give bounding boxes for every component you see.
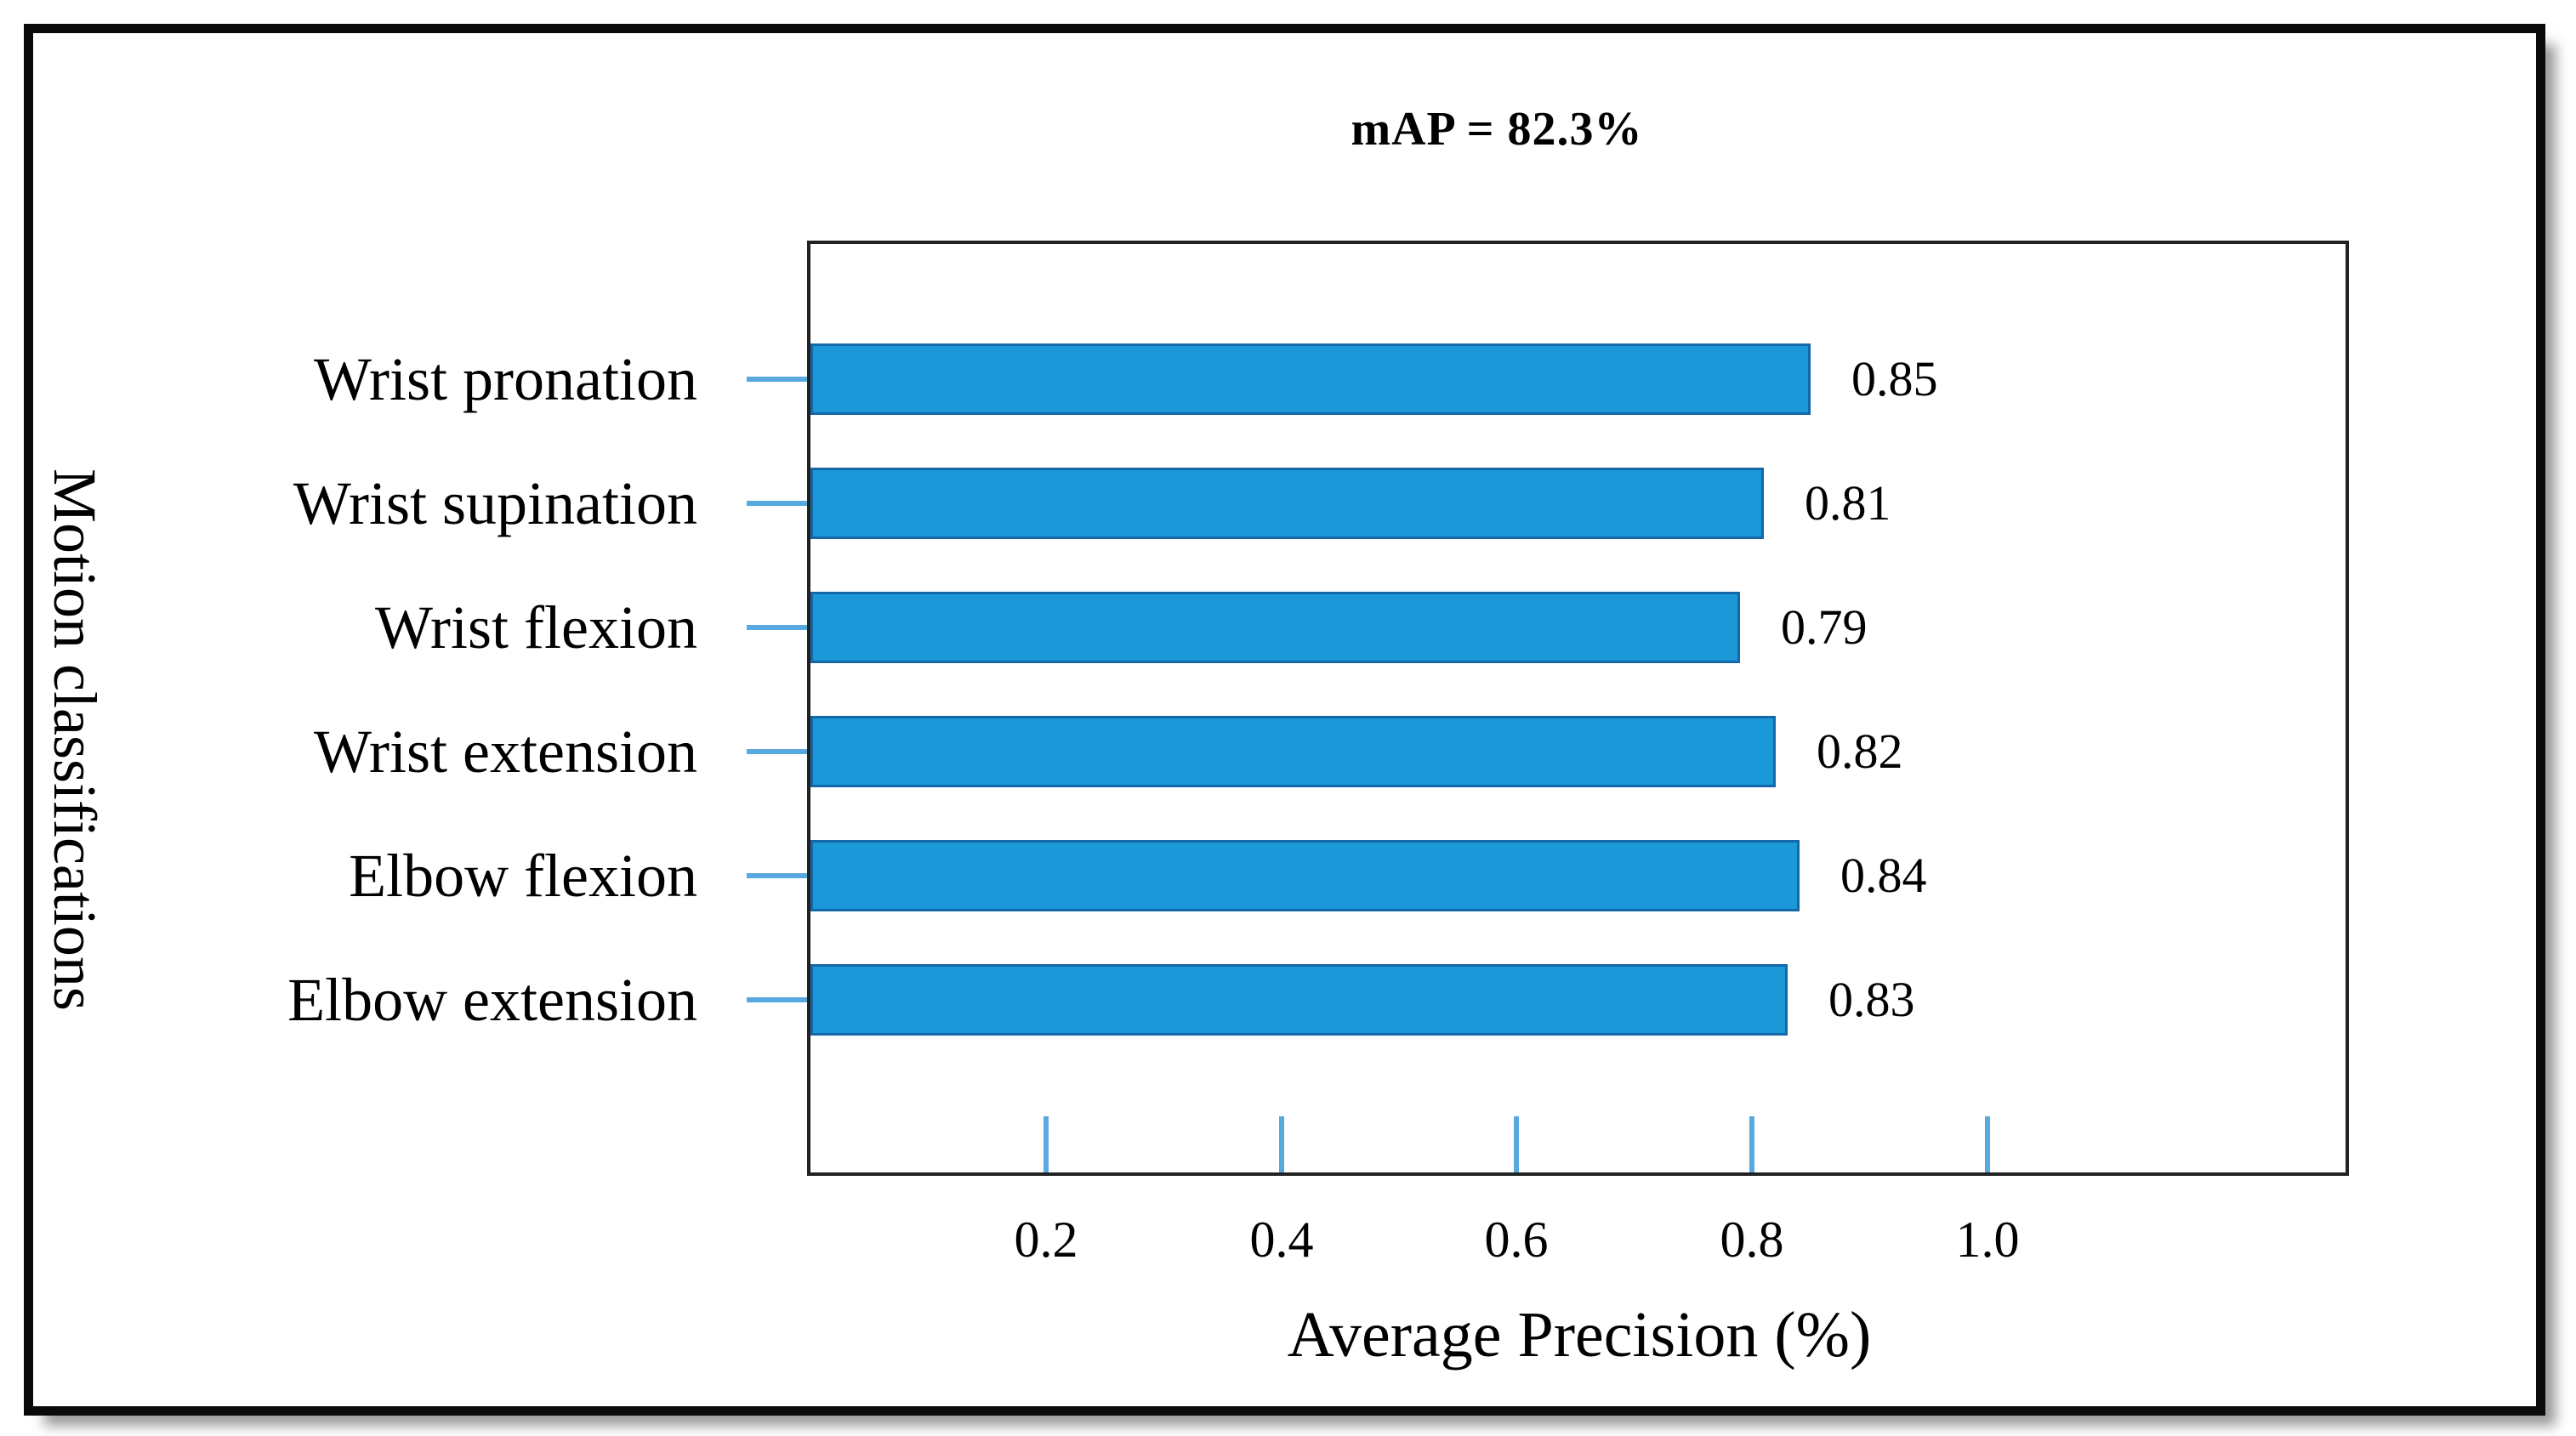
bar-value-label: 0.79: [1781, 599, 1868, 655]
bar-row: 0.83: [810, 964, 1915, 1036]
x-tick-label: 0.4: [1249, 1212, 1314, 1268]
x-tick-mark: [1749, 1116, 1754, 1172]
category-label-wrist-flexion: Wrist flexion: [374, 593, 697, 661]
x-tick-label: 0.2: [1014, 1212, 1078, 1268]
x-tick-label: 0.6: [1484, 1212, 1549, 1268]
category-label-wrist-extension: Wrist extension: [313, 718, 697, 786]
bar-value-label: 0.82: [1817, 724, 1903, 779]
y-tick-mark: [747, 997, 807, 1002]
bar-row: 0.85: [810, 343, 1938, 415]
category-label-elbow-flexion: Elbow flexion: [349, 842, 697, 910]
x-tick-mark: [1985, 1116, 1990, 1172]
bar-elbow-extension: [810, 964, 1788, 1036]
bar-row: 0.79: [810, 592, 1868, 663]
bar-value-label: 0.81: [1805, 475, 1891, 531]
chart-title: mAP = 82.3%: [1351, 103, 1643, 156]
bar-row: 0.82: [810, 716, 1903, 787]
figure-border: [24, 24, 2545, 1416]
y-tick-mark: [747, 749, 807, 754]
bar-row: 0.84: [810, 840, 1927, 911]
bar-elbow-flexion: [810, 840, 1800, 911]
x-tick-label: 1.0: [1955, 1212, 2020, 1268]
x-axis-label: Average Precision (%): [1287, 1299, 1872, 1371]
x-tick-label: 0.8: [1720, 1212, 1784, 1268]
y-axis-label: Motion classifications: [41, 468, 110, 1011]
x-tick-mark: [1043, 1116, 1049, 1172]
y-tick-mark: [747, 873, 807, 878]
category-label-wrist-pronation: Wrist pronation: [313, 345, 697, 413]
bar-wrist-supination: [810, 468, 1764, 539]
bar-row: 0.81: [810, 468, 1891, 539]
category-label-elbow-extension: Elbow extension: [287, 966, 697, 1034]
x-tick-mark: [1279, 1116, 1284, 1172]
bar-wrist-extension: [810, 716, 1776, 787]
plot-area: 0.85 0.81 0.79 0.82 0.84 0.83: [807, 241, 2349, 1176]
bar-value-label: 0.83: [1828, 972, 1915, 1027]
y-tick-mark: [747, 625, 807, 630]
category-label-wrist-supination: Wrist supination: [293, 469, 697, 537]
bar-wrist-flexion: [810, 592, 1740, 663]
bar-wrist-pronation: [810, 343, 1811, 415]
bar-value-label: 0.84: [1840, 848, 1927, 903]
x-tick-mark: [1514, 1116, 1519, 1172]
y-tick-mark: [747, 377, 807, 382]
bar-value-label: 0.85: [1851, 351, 1938, 406]
y-tick-mark: [747, 501, 807, 506]
